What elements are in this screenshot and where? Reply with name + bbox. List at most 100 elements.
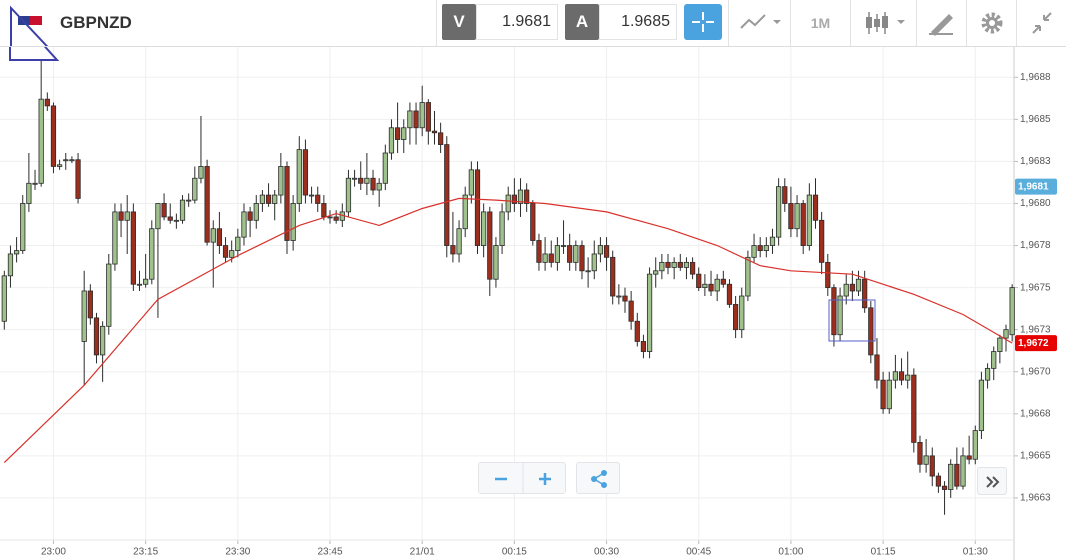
crosshair-button[interactable] bbox=[684, 4, 722, 40]
candle-body bbox=[112, 211, 118, 265]
ask-label[interactable]: A bbox=[565, 4, 599, 40]
bid-label[interactable]: V bbox=[442, 4, 476, 40]
candle-body bbox=[272, 194, 278, 204]
candle-body bbox=[382, 152, 388, 184]
candle-body bbox=[327, 216, 333, 219]
candle-body bbox=[751, 245, 757, 258]
candle-body bbox=[646, 273, 653, 352]
candle-body bbox=[843, 283, 849, 297]
candle-body bbox=[837, 295, 843, 336]
candle-body bbox=[769, 236, 776, 246]
candle-body bbox=[634, 320, 640, 342]
candle-body bbox=[50, 105, 57, 167]
candle-body bbox=[745, 256, 751, 297]
bid-price[interactable]: 1.9681 bbox=[476, 4, 558, 40]
candle-body bbox=[757, 245, 763, 251]
candle-body bbox=[972, 430, 978, 460]
candle-body bbox=[849, 283, 855, 292]
candle-body bbox=[880, 379, 886, 410]
candle-body bbox=[179, 199, 186, 221]
candle-body bbox=[44, 98, 50, 107]
candle-body bbox=[622, 295, 628, 302]
candle-body bbox=[438, 132, 444, 145]
candle-body bbox=[898, 371, 905, 381]
candle-body bbox=[394, 127, 401, 140]
y-tick-label: 1,9670 bbox=[1020, 366, 1051, 377]
candle-body bbox=[530, 203, 536, 241]
candle-body bbox=[855, 278, 862, 292]
candle-body bbox=[284, 166, 290, 241]
x-tick-label: 21/01 bbox=[410, 547, 435, 558]
candle-body bbox=[763, 245, 769, 251]
collapse-button[interactable] bbox=[1016, 0, 1066, 46]
symbol[interactable]: GBPNZD bbox=[60, 13, 132, 32]
candle-body bbox=[640, 341, 647, 352]
candle-body bbox=[991, 351, 997, 369]
candle-body bbox=[948, 463, 954, 490]
candle-body bbox=[192, 177, 198, 201]
candle-body bbox=[173, 219, 179, 222]
candle-body bbox=[63, 159, 69, 162]
y-tick-label: 1,9673 bbox=[1020, 324, 1051, 335]
x-tick-label: 23:45 bbox=[317, 547, 342, 558]
candle-body bbox=[671, 261, 677, 268]
y-tick-label: 1,9663 bbox=[1020, 493, 1051, 504]
candle-body bbox=[597, 245, 604, 255]
y-tick-label: 1,9688 bbox=[1020, 72, 1051, 83]
candle-body bbox=[290, 203, 296, 241]
candle-body bbox=[93, 317, 100, 356]
candle-body bbox=[819, 219, 825, 263]
candle-body bbox=[481, 211, 487, 246]
candle-body bbox=[56, 164, 63, 167]
candle-body bbox=[923, 455, 929, 465]
ask-price[interactable]: 1.9685 bbox=[599, 4, 677, 40]
candle-body bbox=[235, 236, 241, 251]
candle-body bbox=[321, 203, 327, 218]
candle-body bbox=[591, 253, 597, 272]
draw-button[interactable] bbox=[916, 0, 966, 46]
candle-body bbox=[26, 182, 32, 204]
candle-body bbox=[493, 245, 499, 280]
candle-body bbox=[407, 110, 413, 129]
candle-body bbox=[794, 203, 800, 230]
candle-body bbox=[567, 245, 573, 263]
candle-type-button[interactable] bbox=[850, 0, 916, 46]
candle-body bbox=[954, 463, 960, 487]
chart-style-button[interactable] bbox=[728, 0, 790, 46]
candle-body bbox=[929, 455, 935, 477]
candle-body bbox=[708, 283, 714, 292]
settings-button[interactable] bbox=[966, 0, 1016, 46]
candle-body bbox=[677, 261, 683, 268]
x-tick-label: 01:15 bbox=[871, 547, 896, 558]
candle-body bbox=[444, 144, 450, 246]
zoom-in[interactable] bbox=[539, 473, 551, 485]
timeframe[interactable]: 1M bbox=[790, 0, 850, 46]
candle-body bbox=[431, 130, 438, 134]
candle-body bbox=[536, 240, 542, 263]
candle-body bbox=[1003, 329, 1009, 339]
candle-body bbox=[505, 194, 511, 213]
candle-body bbox=[376, 182, 382, 191]
candle-body bbox=[75, 159, 81, 199]
candle-body bbox=[474, 169, 481, 246]
scroll-end-button[interactable] bbox=[977, 467, 1007, 495]
candle-body bbox=[7, 253, 14, 277]
candle-body bbox=[560, 245, 567, 247]
candle-body bbox=[20, 203, 26, 251]
candle-body bbox=[935, 475, 942, 487]
price-label-box bbox=[1015, 178, 1057, 195]
candle-body bbox=[984, 367, 991, 381]
candle-body bbox=[720, 278, 726, 285]
candle-body bbox=[610, 256, 616, 297]
candle-body bbox=[653, 270, 659, 275]
candle-body bbox=[265, 194, 272, 204]
candle-body bbox=[69, 159, 75, 162]
candle-body bbox=[315, 194, 321, 204]
candle-body bbox=[788, 203, 794, 230]
x-tick-label: 01:30 bbox=[963, 547, 988, 558]
candle-body bbox=[364, 177, 370, 184]
candle-body bbox=[689, 261, 696, 275]
share-button[interactable] bbox=[576, 462, 620, 494]
candle-body bbox=[960, 455, 966, 487]
